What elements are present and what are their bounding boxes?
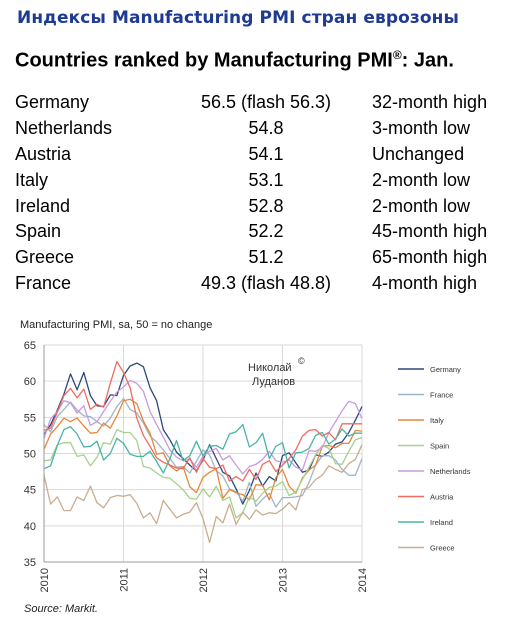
y-tick-label: 45: [24, 485, 36, 497]
pmi-change: Unchanged: [372, 143, 465, 164]
table-row: Ireland 52.8 2-month low: [15, 193, 487, 219]
country-name: Ireland: [15, 195, 71, 216]
table-row: Austria 54.1 Unchanged: [15, 142, 487, 168]
legend-label: Netherlands: [430, 467, 471, 476]
x-tick-label: 2010: [39, 568, 51, 592]
pmi-value: 52.8: [248, 195, 284, 216]
pmi-line-chart: Manufacturing PMI, sa, 50 = no change 35…: [20, 319, 471, 615]
series-line-greece: [43, 444, 363, 544]
country-name: Austria: [15, 143, 72, 164]
pmi-change: 3-month low: [372, 118, 471, 139]
legend-label: Italy: [430, 416, 444, 425]
series-line-netherlands: [43, 379, 363, 475]
country-name: Greece: [15, 247, 75, 268]
legend-label: Greece: [430, 544, 455, 553]
y-tick-label: 50: [24, 449, 36, 461]
series-line-ireland: [43, 423, 362, 474]
table-row: Italy 53.1 2-month low: [15, 167, 487, 193]
pmi-value: 53.1: [248, 169, 284, 190]
pmi-change: 4-month high: [372, 272, 478, 293]
subtitle-text: Countries ranked by Manufacturing PMI: [15, 49, 393, 72]
pmi-change: 2-month low: [372, 169, 471, 190]
legend-label: Austria: [430, 493, 454, 502]
y-tick-label: 55: [24, 412, 36, 424]
country-name: Netherlands: [15, 118, 113, 139]
country-name: France: [15, 272, 72, 293]
pmi-change: 65-month high: [372, 247, 488, 268]
table-row: Germany 56.5 (flash 56.3) 32-month high: [15, 90, 487, 116]
pmi-value: 54.1: [248, 143, 284, 164]
y-tick-label: 65: [24, 340, 36, 352]
subtitle-suffix: : Jan.: [401, 49, 454, 72]
x-tick-label: 2014: [357, 568, 369, 592]
chart-title: Manufacturing PMI, sa, 50 = no change: [20, 319, 212, 331]
source-note: Source: Markit.: [24, 603, 98, 615]
table-row: Netherlands 54.8 3-month low: [15, 116, 487, 142]
legend-label: Ireland: [430, 518, 453, 527]
x-tick-label: 2011: [119, 568, 131, 592]
pmi-value: 52.2: [248, 221, 284, 242]
country-name: Spain: [15, 221, 62, 242]
y-tick-label: 40: [24, 521, 36, 533]
legend-label: Spain: [430, 442, 449, 451]
table-row: Spain 52.2 45-month high: [15, 219, 487, 245]
y-tick-label: 60: [24, 376, 36, 388]
pmi-change: 32-month high: [372, 92, 488, 113]
pmi-value: 56.5 (flash 56.3): [200, 92, 332, 113]
legend-label: Germany: [430, 365, 461, 374]
pmi-value: 49.3 (flash 48.8): [200, 272, 332, 293]
x-tick-label: 2013: [278, 568, 290, 592]
watermark-line2: Луданов: [252, 376, 295, 388]
registered-mark: ®: [392, 48, 402, 62]
watermark-copyright: ©: [298, 356, 305, 366]
watermark-line1: Николай: [248, 362, 292, 374]
x-tick-label: 2012: [198, 568, 210, 592]
pmi-value: 51.2: [248, 247, 284, 268]
ranking-table: Germany 56.5 (flash 56.3) 32-month high Ne…: [15, 90, 487, 296]
pmi-value: 54.8: [248, 118, 284, 139]
legend-label: France: [430, 391, 453, 400]
pmi-change: 2-month low: [372, 195, 471, 216]
table-row: Greece 51.2 65-month high: [15, 245, 487, 271]
country-name: Italy: [15, 169, 49, 190]
table-row: France 49.3 (flash 48.8) 4-month high: [15, 271, 487, 297]
header-title: Индексы Manufacturing PMI стран еврозоны: [17, 8, 459, 28]
y-tick-label: 35: [24, 557, 36, 569]
chart-subtitle: Countries ranked by Manufacturing PMI®: …: [15, 48, 454, 73]
country-name: Germany: [15, 92, 90, 113]
series-line-spain: [43, 428, 363, 519]
series-line-austria: [43, 360, 362, 482]
series-line-italy: [43, 398, 363, 501]
pmi-change: 45-month high: [372, 221, 488, 242]
